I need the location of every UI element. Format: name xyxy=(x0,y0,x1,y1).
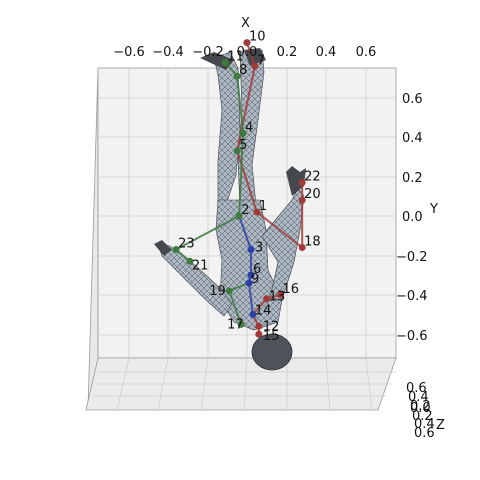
joint-label: 21 xyxy=(192,258,209,273)
x-axis-label: X xyxy=(241,16,250,31)
z-axis: 0.6 0.4 0.2 0.0 0.2 0.4 0.6 Z xyxy=(406,381,445,441)
x-tick-label: −0.6 xyxy=(113,45,145,60)
x-tick-label: 0.4 xyxy=(316,45,337,60)
x-axis: X −0.6 −0.4 −0.2 0.0 0.2 0.4 0.6 xyxy=(113,16,376,60)
x-tick-label: 0.0 xyxy=(237,45,258,60)
joint-marker xyxy=(226,287,233,294)
y-tick-label: 0.2 xyxy=(402,171,423,186)
joint-label: 8 xyxy=(239,63,247,78)
x-tick-label: −0.2 xyxy=(192,45,224,60)
joint-label: 5 xyxy=(239,138,247,153)
joint-label: 3 xyxy=(255,240,263,255)
y-axis: Y 0.6 0.4 0.2 0.0 −0.2 −0.4 −0.6 xyxy=(396,92,438,344)
joint-label: 20 xyxy=(304,187,321,202)
y-tick-label: 0.6 xyxy=(402,92,423,107)
joint-label: 18 xyxy=(304,235,321,250)
joint-label: 9 xyxy=(251,272,259,287)
joint-label: 23 xyxy=(178,236,195,251)
y-axis-label: Y xyxy=(429,202,438,217)
x-tick-label: 0.6 xyxy=(356,45,377,60)
joint-label: 19 xyxy=(209,284,226,299)
z-axis-label: Z xyxy=(436,418,445,433)
y-tick-label: −0.4 xyxy=(396,289,428,304)
joint-label: 2 xyxy=(241,203,249,218)
joint-marker xyxy=(255,331,262,338)
joint-label: 22 xyxy=(304,170,321,185)
z-tick-label: 0.6 xyxy=(414,426,435,441)
joint-marker xyxy=(255,323,262,330)
joint-label: 14 xyxy=(255,304,272,319)
joint-marker xyxy=(247,246,254,253)
joint-label: 7 xyxy=(257,53,265,68)
y-tick-label: −0.6 xyxy=(396,329,428,344)
joint-label: 4 xyxy=(245,120,253,135)
joint-label: 17 xyxy=(227,317,244,332)
left-side-pane xyxy=(88,68,98,408)
x-tick-label: 0.2 xyxy=(277,45,298,60)
joint-label: 1 xyxy=(259,199,267,214)
joint-label: 16 xyxy=(282,282,299,297)
y-tick-label: 0.0 xyxy=(402,210,423,225)
joint-label: 15 xyxy=(263,329,280,344)
y-tick-label: 0.4 xyxy=(402,131,423,146)
x-tick-label: −0.4 xyxy=(152,45,184,60)
joint-label: 10 xyxy=(249,30,266,45)
y-tick-label: −0.2 xyxy=(396,250,428,265)
